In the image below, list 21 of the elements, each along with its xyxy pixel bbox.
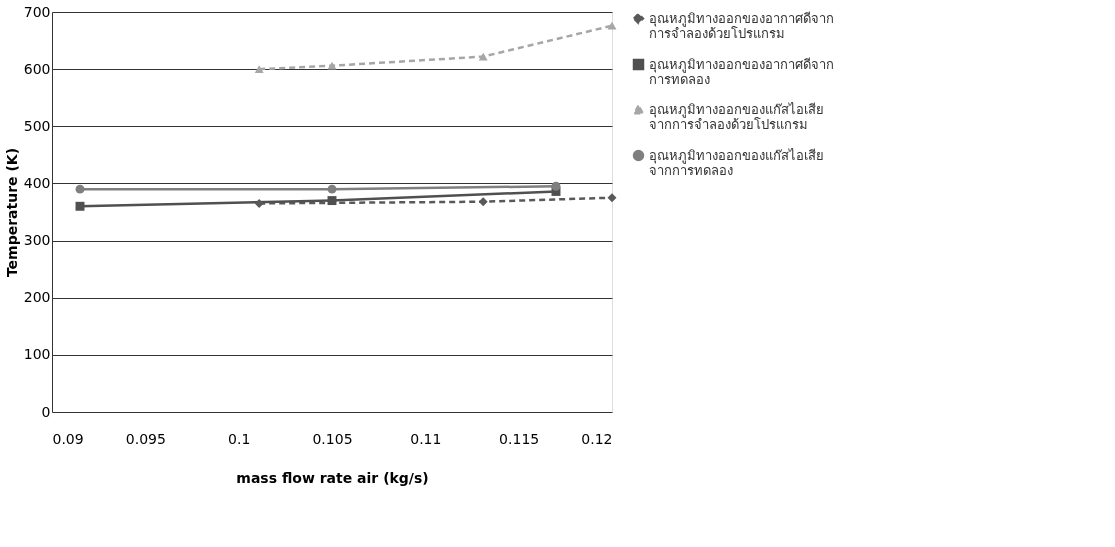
y-tick-label: 100 (23, 346, 51, 363)
legend-label: อุณหภูมิทางออกของอากาศดีจากการจำลองด้วยโปรแกรม (649, 10, 834, 41)
y-tick-label: 500 (23, 117, 51, 134)
x-tick-label: 0.09 (52, 430, 84, 447)
y-tick-label: 700 (23, 3, 51, 20)
legend-label: อุณหภูมิทางออกของแก๊สไอเสียจากการจำลองด้วยโปรแกรม (649, 101, 824, 132)
y-tick-label: 400 (23, 174, 51, 191)
x-tick-label: 0.095 (125, 430, 166, 447)
y-tick-label: 200 (23, 289, 51, 306)
x-tick-label: 0.105 (312, 430, 353, 447)
y-tick-label: 0 (41, 403, 51, 420)
y-tick-label: 300 (23, 232, 51, 249)
x-tick-label: 0.115 (499, 430, 540, 447)
x-tick-label: 0.11 (410, 430, 442, 447)
legend-label: อุณหภูมิทางออกของแก๊สไอเสียจากการทดลอง (649, 147, 824, 178)
legend-label: อุณหภูมิทางออกของอากาศดีจากการทดลอง (649, 56, 834, 87)
y-tick-label: 600 (23, 60, 51, 77)
x-tick-label: 0.12 (581, 430, 613, 447)
x-axis-title: mass flow rate air (kg/s) (236, 469, 429, 486)
x-tick-label: 0.1 (228, 430, 251, 447)
y-axis-title: Temperature (K) (3, 147, 20, 278)
